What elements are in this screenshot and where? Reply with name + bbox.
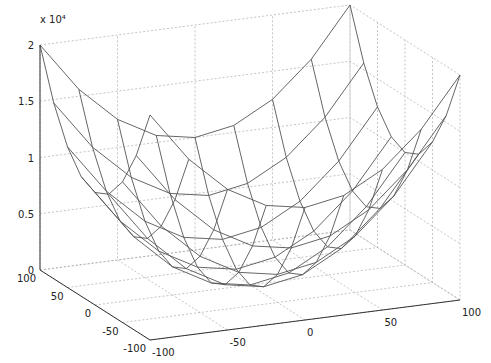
svg-text:-50: -50	[230, 337, 246, 348]
svg-text:1.5: 1.5	[18, 96, 34, 107]
svg-text:x 10⁴: x 10⁴	[40, 14, 66, 25]
svg-text:0: 0	[307, 327, 313, 338]
svg-text:2: 2	[28, 40, 34, 51]
svg-text:1: 1	[28, 153, 34, 164]
svg-text:0.5: 0.5	[18, 209, 34, 220]
svg-text:0: 0	[28, 265, 34, 276]
svg-text:50: 50	[51, 291, 64, 302]
svg-text:100: 100	[16, 273, 36, 284]
svg-text:-50: -50	[102, 326, 118, 337]
svg-text:0: 0	[85, 308, 91, 319]
svg-text:-100: -100	[152, 347, 175, 358]
svg-text:100: 100	[462, 307, 481, 318]
svg-text:-100: -100	[123, 343, 146, 354]
svg-text:50: 50	[385, 317, 398, 328]
